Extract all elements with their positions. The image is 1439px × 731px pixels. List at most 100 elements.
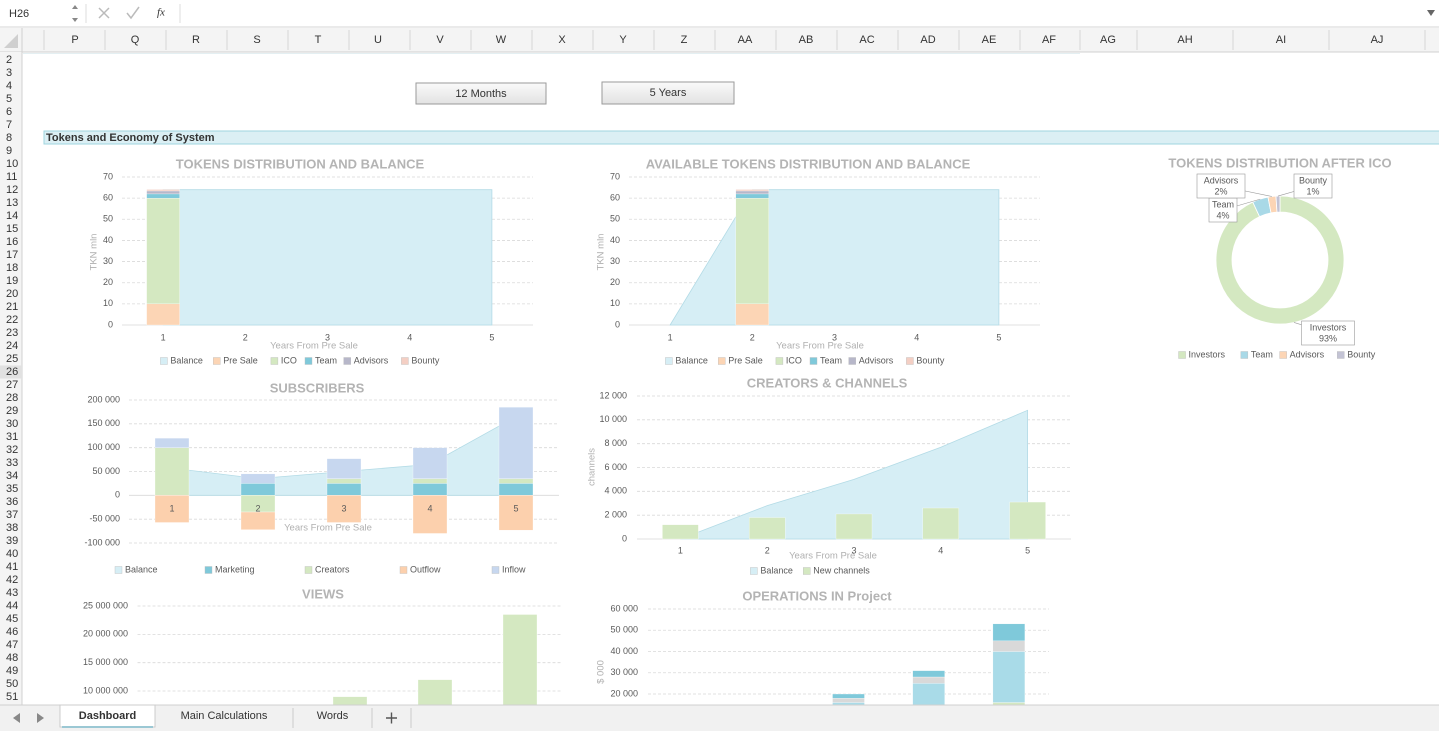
y-tick-label: 40 [103,235,113,245]
row-header: 23 [6,327,18,339]
sheet-tabs: Dashboard Main Calculations Words [59,704,373,728]
row-header: 46 [6,626,18,638]
add-sheet[interactable] [386,712,397,724]
x-tick-label: 5 [513,503,518,513]
row-header: 42 [6,574,18,586]
y-tick-label: 10 [610,298,620,308]
row-header: 43 [6,587,18,599]
row-header: 3 [6,67,12,79]
row-header: 19 [6,275,18,287]
bar [992,651,1026,703]
data-label-name: Advisors [1204,175,1239,185]
chart-title: TOKENS DISTRIBUTION AND BALANCE [176,156,425,171]
row-header: 14 [6,210,18,222]
x-tick-label: 1 [161,332,166,342]
legend-label: Creators [315,564,350,574]
donut-slice [1275,195,1281,213]
sheet-tab[interactable]: Words [317,710,349,722]
bar [498,478,534,484]
column-header: AF [1042,34,1056,46]
y-tick-label: 20 [610,277,620,287]
legend-label: New channels [813,565,870,575]
row-header: 40 [6,548,18,560]
legend-swatch [343,357,351,365]
button-label[interactable]: 5 Years [650,87,687,99]
sheet-area: 12 Months 5 Years Tokens and Economy of … [23,53,1439,705]
x-tick-label: 2 [255,503,260,513]
section-band [43,130,1439,145]
bar [146,190,180,195]
y-tick-label: 50 000 [610,625,638,635]
bar [240,483,276,496]
bar [146,193,180,199]
legend-swatch [809,357,818,365]
function-icon[interactable]: fx [157,7,165,19]
y-tick-label: 50 [103,214,113,224]
y-tick-label: 30 [610,256,620,266]
bar [749,517,786,540]
column-header: AI [1276,34,1286,46]
bar [326,483,362,496]
legend-label: Advisors [859,355,894,365]
y-tick-label: 0 [115,490,120,500]
name-box[interactable]: H26 [9,8,29,20]
y-tick-label: 30 000 [610,667,638,677]
column-header: S [253,34,260,46]
legend-label: ICO [786,355,802,365]
select-all[interactable] [4,34,18,48]
chart: OPERATIONS IN Project 20 000 30 000 40 000 5… [596,588,1049,705]
row-header: 5 [6,93,12,105]
enter-icon[interactable] [126,6,140,20]
legend-swatch [114,566,123,574]
tab-scroll-left[interactable] [13,713,20,723]
chart: AVAILABLE TOKENS DISTRIBUTION AND BALANC… [596,156,1040,365]
name-box-spinner[interactable] [72,5,78,22]
chart: CREATORS & CHANNELS 0 2 000 4 000 6 000 8 000… [587,375,1071,575]
sheet-tab[interactable]: Main Calculations [181,710,268,722]
chart: SUBSCRIBERS -100 000 -50 000 0 50 000 100 000… [84,380,559,574]
formula-expand[interactable] [1427,10,1435,16]
y-axis-label: TKN mln [89,234,100,271]
column-header: V [436,34,444,46]
row-header: 30 [6,418,18,430]
y-tick-label: -50 000 [89,514,120,524]
x-axis-label: Years From Pre Sale [789,551,877,562]
legend-label: Pre Sale [728,355,763,365]
legend-label: Team [1251,349,1273,359]
legend-label: Inflow [502,564,526,574]
bar [735,303,769,326]
y-tick-label: 10 000 000 [83,685,128,695]
data-label-value: 1% [1306,186,1319,196]
bar [912,670,945,678]
x-tick-label: 5 [489,332,494,342]
sheet-tab[interactable]: Dashboard [79,710,136,722]
legend-swatch [213,357,221,365]
button[interactable] [601,81,735,105]
legend-swatch [491,566,500,574]
row-header: 41 [6,561,18,573]
legend-swatch [160,357,168,365]
bar [326,478,362,484]
data-label-value: 2% [1214,186,1227,196]
bar [412,483,448,496]
row-header: 13 [6,197,18,209]
bar [662,524,699,540]
legend-label: ICO [281,355,297,365]
y-tick-label: 0 [108,319,113,329]
column-header: AA [738,34,753,46]
row-header: 26 [6,366,18,378]
data-label-name: Investors [1310,322,1347,332]
cancel-icon[interactable] [98,7,110,19]
button-label[interactable]: 12 Months [455,88,507,100]
button[interactable] [415,82,547,105]
bar [146,189,180,192]
legend-swatch [401,357,409,365]
x-tick-label: 3 [851,545,856,555]
chart: TOKENS DISTRIBUTION AFTER ICOInvestors93… [1168,155,1391,359]
y-tick-label: 150 000 [87,418,120,428]
tab-scroll-right[interactable] [37,713,44,723]
bar [498,483,534,496]
y-tick-label: 25 000 000 [83,600,128,610]
x-tick-label: 4 [938,545,943,555]
y-tick-label: 30 [103,256,113,266]
